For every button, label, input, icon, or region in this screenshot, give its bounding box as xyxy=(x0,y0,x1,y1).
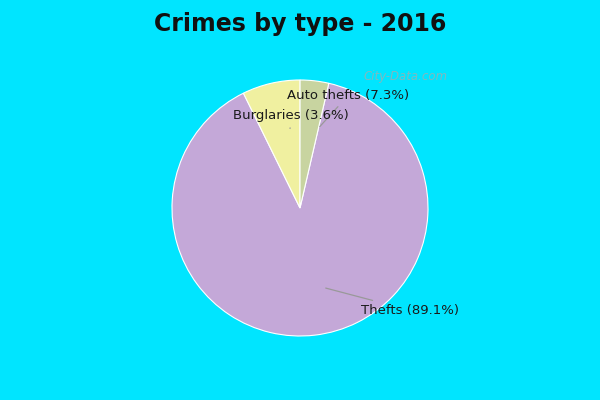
Text: Crimes by type - 2016: Crimes by type - 2016 xyxy=(154,12,446,36)
Text: Auto thefts (7.3%): Auto thefts (7.3%) xyxy=(287,89,409,126)
Text: Burglaries (3.6%): Burglaries (3.6%) xyxy=(233,109,349,128)
Text: Thefts (89.1%): Thefts (89.1%) xyxy=(326,288,460,317)
Wedge shape xyxy=(244,80,300,208)
Wedge shape xyxy=(300,80,329,208)
Wedge shape xyxy=(172,83,428,336)
Text: City-Data.com: City-Data.com xyxy=(363,70,447,83)
